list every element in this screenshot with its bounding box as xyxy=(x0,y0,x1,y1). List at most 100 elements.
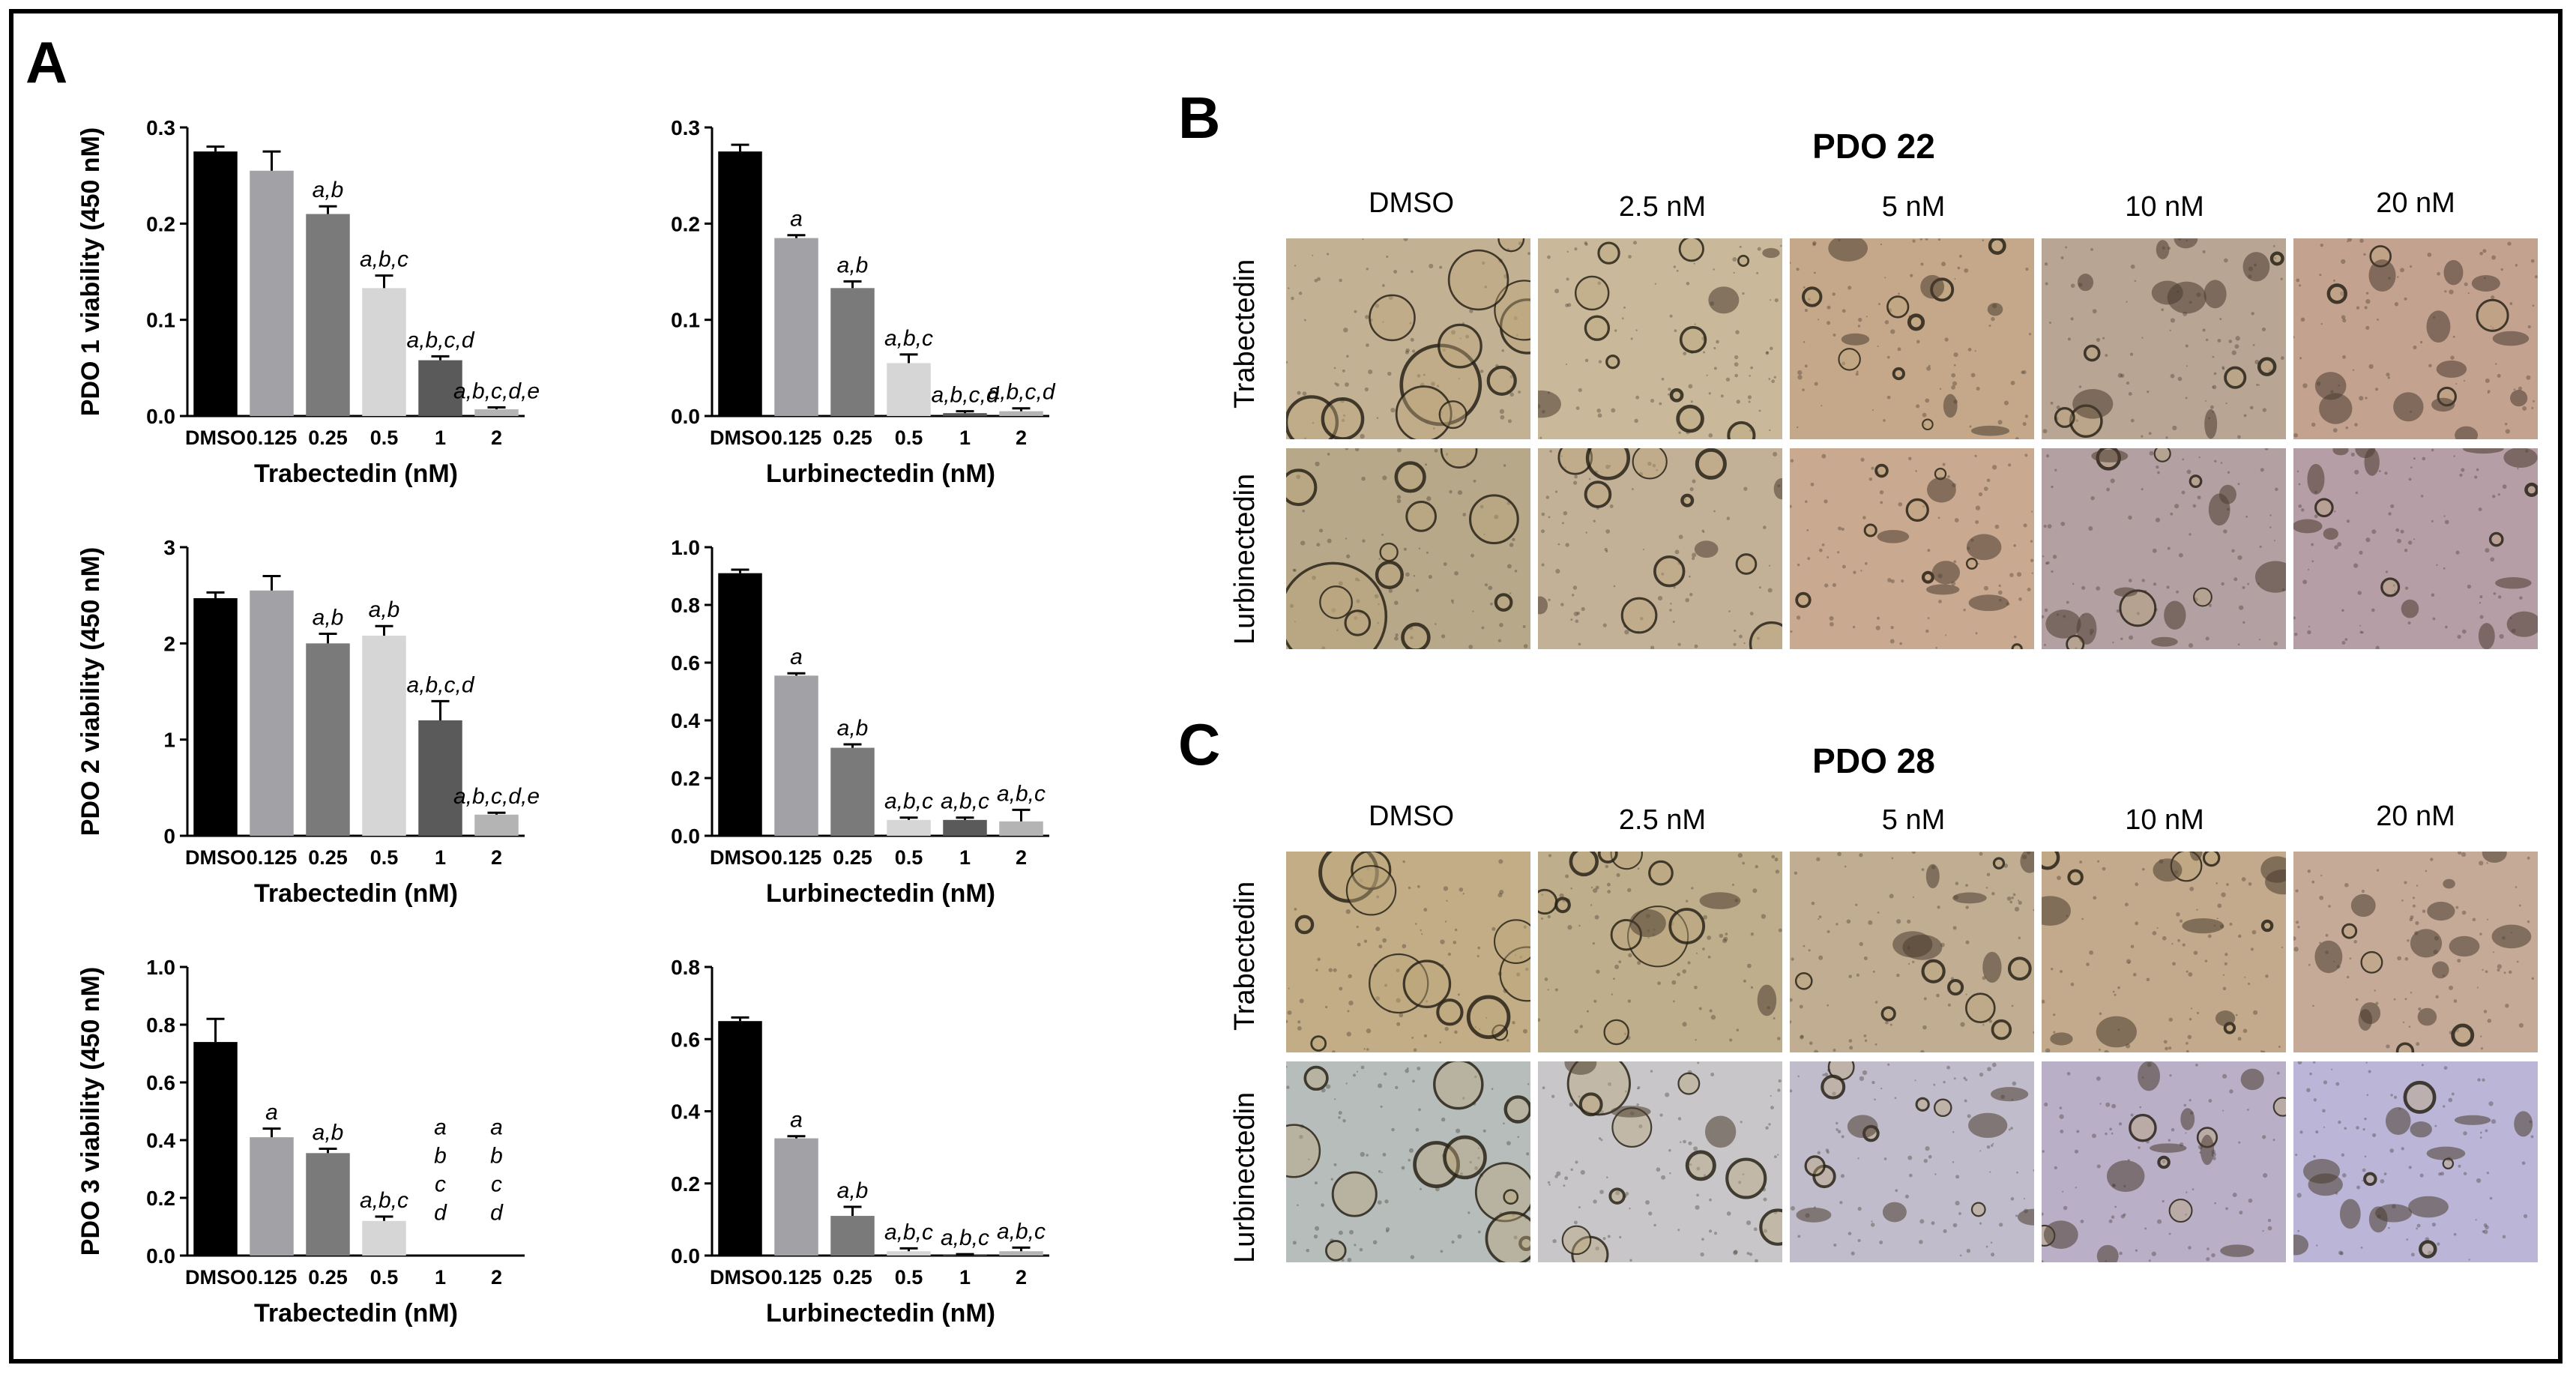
panel-c-col-2-5nm: 2.5 nM xyxy=(1618,804,1707,836)
x-tick-label: 0.125 xyxy=(771,1266,822,1289)
bar xyxy=(774,1138,818,1256)
bar xyxy=(474,814,519,836)
significance-label: a,b,c,d,e xyxy=(453,784,540,809)
x-tick-label: 2 xyxy=(1016,846,1027,869)
significance-label: d xyxy=(434,1200,447,1225)
x-tick-label: 0.125 xyxy=(247,427,298,449)
x-axis-label: Lurbinectedin (nM) xyxy=(766,879,995,908)
panel-c-col-10nm: 10 nM xyxy=(2125,804,2204,836)
panel-b-col-10nm: 10 nM xyxy=(2125,191,2204,223)
x-tick-label: DMSO xyxy=(185,427,246,449)
micrograph-b-trabectedin-col2 xyxy=(1538,238,1782,439)
micrograph-c-trabectedin-col3 xyxy=(1790,852,2034,1052)
y-tick-label: 0.1 xyxy=(146,309,175,332)
micrograph-c-lurbinectedin-col3 xyxy=(1790,1061,2034,1262)
x-tick-label: DMSO xyxy=(185,1266,246,1289)
x-tick-label: 0.25 xyxy=(833,1266,872,1289)
bar xyxy=(718,1021,762,1256)
x-tick-label: 0.5 xyxy=(370,1266,399,1289)
panel-c-label: C xyxy=(1178,711,1221,777)
x-axis-label: Trabectedin (nM) xyxy=(254,879,458,908)
bar xyxy=(250,1137,294,1256)
y-axis-label: PDO 1 viability (450 nM) xyxy=(76,127,105,416)
y-tick-label: 0 xyxy=(163,825,175,848)
bar xyxy=(943,819,987,836)
bar xyxy=(418,720,462,836)
significance-label: a,b,c xyxy=(884,326,933,351)
y-tick-label: 0.3 xyxy=(671,116,700,139)
x-tick-label: 2 xyxy=(491,427,502,449)
chart-pdo2-lurbinectedin: 0.0 0.2 0.4 0.6 0.8 1.0 DMSO 0.125 a 0.25 a,b 0.5 a,… xyxy=(671,536,1049,908)
significance-label: a,b,c xyxy=(884,1220,933,1244)
x-tick-label: 0.125 xyxy=(247,1266,298,1289)
x-tick-label: DMSO xyxy=(710,1266,770,1289)
y-tick-label: 0.2 xyxy=(146,1187,175,1210)
y-tick-label: 0.2 xyxy=(146,212,175,235)
significance-label: a xyxy=(790,207,803,232)
y-tick-label: 0.6 xyxy=(146,1071,175,1094)
x-tick-label: 0.25 xyxy=(833,846,872,869)
y-tick-label: 0.4 xyxy=(671,709,700,732)
bar xyxy=(306,214,350,416)
chart-pdo1-lurbinectedin: 0.0 0.1 0.2 0.3 DMSO 0.125 a 0.25 a,b 0.5 a,b,c 1 a,… xyxy=(671,116,1056,488)
bar xyxy=(306,1153,350,1256)
x-tick-label: 0.5 xyxy=(370,427,399,449)
significance-label: a,b xyxy=(313,178,344,202)
panel-b-col-2-5nm: 2.5 nM xyxy=(1618,191,1707,223)
significance-label: a,b,c xyxy=(884,789,933,814)
x-tick-label: 0.125 xyxy=(771,846,822,869)
significance-label: a,b,c,d xyxy=(406,672,474,697)
significance-label: b xyxy=(490,1143,503,1168)
panel-b-col-5nm: 5 nM xyxy=(1881,191,1946,223)
x-axis-label: Trabectedin (nM) xyxy=(254,459,458,488)
y-tick-label: 0.0 xyxy=(146,1244,175,1268)
significance-label: a,b,c xyxy=(941,789,989,814)
significance-label: a xyxy=(265,1100,278,1125)
y-tick-label: 2 xyxy=(163,632,175,655)
y-tick-label: 3 xyxy=(163,536,175,559)
y-tick-label: 0.4 xyxy=(146,1129,175,1152)
panel-c-row-trabectedin: Trabectedin xyxy=(1229,881,1261,1031)
micrograph-c-trabectedin-col2 xyxy=(1538,852,1782,1052)
micrograph-c-trabectedin-col5 xyxy=(2293,852,2538,1052)
panel-b-col-dmso: DMSO xyxy=(1369,187,1454,219)
bar xyxy=(718,151,762,417)
significance-label: a,b,c,d,e xyxy=(453,379,540,403)
y-tick-label: 0.0 xyxy=(671,825,700,848)
x-tick-label: 1 xyxy=(959,427,971,449)
significance-label: a,b,c,d xyxy=(406,328,474,352)
panel-c-col-5nm: 5 nM xyxy=(1881,804,1946,836)
micrograph-b-trabectedin-col3 xyxy=(1790,238,2034,439)
significance-label: c xyxy=(491,1172,502,1196)
y-tick-label: 0.2 xyxy=(671,1172,700,1196)
panel-b-row-lurbinectedin: Lurbinectedin xyxy=(1229,473,1261,645)
x-tick-label: 2 xyxy=(1016,1266,1027,1289)
micrograph-b-trabectedin-col5 xyxy=(2293,238,2538,439)
bar xyxy=(193,598,238,836)
bar xyxy=(999,411,1043,416)
x-tick-label: 2 xyxy=(491,1266,502,1289)
x-tick-label: 1 xyxy=(959,846,971,869)
bar xyxy=(887,1251,931,1256)
micrograph-b-trabectedin-col4 xyxy=(2042,238,2286,439)
y-tick-label: 0.4 xyxy=(671,1100,700,1124)
bar xyxy=(250,170,294,416)
y-tick-label: 0.6 xyxy=(671,651,700,675)
x-tick-label: 1 xyxy=(435,427,446,449)
y-tick-label: 0.8 xyxy=(671,956,700,979)
x-tick-label: 0.125 xyxy=(247,846,298,869)
bar xyxy=(306,643,350,836)
micrograph-b-lurbinectedin-col4 xyxy=(2042,448,2286,649)
bar xyxy=(474,409,519,416)
micrograph-b-lurbinectedin-col3 xyxy=(1790,448,2034,649)
panel-a-label: A xyxy=(25,29,68,95)
significance-label: a,b xyxy=(837,253,869,277)
significance-label: a xyxy=(434,1115,447,1139)
y-tick-label: 0.8 xyxy=(146,1013,175,1037)
micrograph-b-lurbinectedin-col5 xyxy=(2293,448,2538,649)
bar xyxy=(887,363,931,416)
y-axis-label: PDO 2 viability (450 nM) xyxy=(76,547,105,836)
chart-pdo1-trabectedin: PDO 1 viability (450 nM) 0.0 0.1 0.2 0.3 DMSO… xyxy=(76,116,540,488)
y-tick-label: 1 xyxy=(163,729,175,752)
micrograph-b-lurbinectedin-col2 xyxy=(1538,448,1782,649)
